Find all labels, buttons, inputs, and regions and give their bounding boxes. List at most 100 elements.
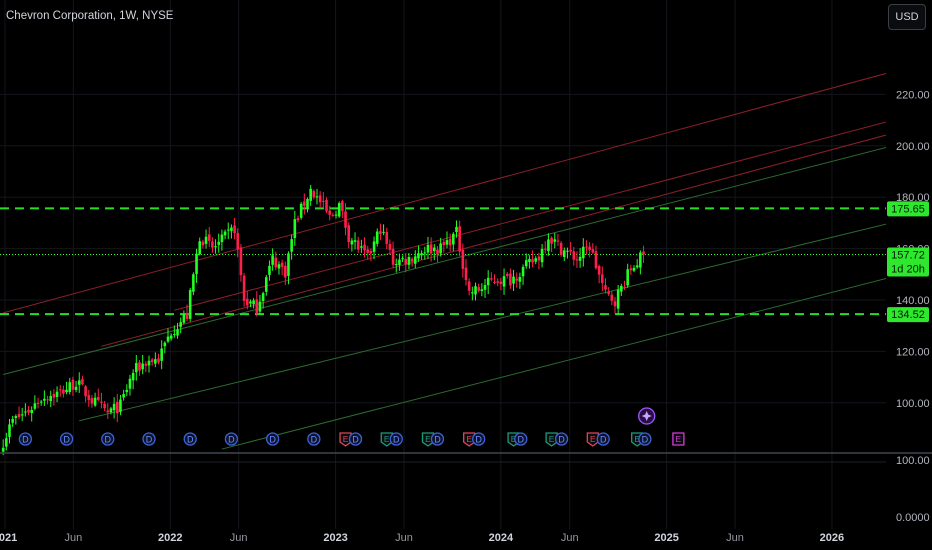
dividend-marker[interactable]: D <box>389 432 403 446</box>
candle-body <box>135 363 138 373</box>
dividend-marker[interactable]: D <box>348 432 363 446</box>
price-tick-label: 180.00 <box>896 192 930 204</box>
candle-body <box>62 389 65 394</box>
candle-body <box>613 301 617 307</box>
candle-body <box>467 281 471 291</box>
svg-text:E: E <box>466 434 472 444</box>
earnings-marker[interactable]: E <box>339 432 352 447</box>
dividend-marker[interactable]: D <box>224 432 239 446</box>
dividend-marker[interactable]: D <box>101 432 115 446</box>
candle-body <box>138 362 141 371</box>
svg-text:E: E <box>590 434 596 444</box>
dividend-marker[interactable]: D <box>59 432 74 446</box>
candle-body <box>315 196 319 198</box>
candle-body <box>211 241 214 248</box>
channel-line-5 <box>79 223 886 422</box>
candle-body <box>401 258 404 260</box>
candle-body <box>198 241 202 255</box>
candle-body <box>185 313 189 319</box>
dividend-marker[interactable]: D <box>18 432 33 446</box>
svg-text:D: D <box>393 435 400 445</box>
candle-body <box>160 348 163 361</box>
candle-body <box>477 287 480 291</box>
candle-body <box>1 447 5 452</box>
dividend-marker[interactable]: D <box>472 432 486 446</box>
candle-body <box>106 410 110 413</box>
candle-body <box>173 334 176 336</box>
candle-body <box>629 268 633 271</box>
candle-body <box>594 251 598 269</box>
currency-button[interactable]: USD <box>888 4 926 30</box>
candle-body <box>372 241 376 252</box>
dividend-marker[interactable]: D <box>265 432 280 446</box>
candle-body <box>550 237 553 244</box>
earnings-marker[interactable]: E <box>421 432 435 447</box>
dividend-marker[interactable]: D <box>307 432 321 446</box>
candle-body <box>420 253 423 256</box>
svg-text:D: D <box>228 435 235 445</box>
price-tick-label: 100.00 <box>896 398 930 410</box>
sparkle-icon[interactable] <box>638 407 656 425</box>
candle-body <box>296 218 300 221</box>
chart-title: Chevron Corporation, 1W, NYSE <box>6 10 174 22</box>
candle-body <box>192 274 195 292</box>
candle-body <box>572 251 576 260</box>
dividend-marker[interactable]: D <box>638 432 652 446</box>
candle-body <box>17 413 21 418</box>
candle-body <box>490 278 493 280</box>
candle-body <box>24 411 27 413</box>
candle-body <box>642 251 645 255</box>
svg-text:D: D <box>352 435 359 445</box>
candle-body <box>264 277 268 292</box>
time-tick-label: Jun <box>230 532 248 544</box>
candle-body <box>5 438 8 447</box>
candle-body <box>341 201 344 211</box>
candle-body <box>236 232 240 250</box>
candle-body <box>52 393 56 398</box>
candle-body <box>524 260 528 267</box>
price-tick-label: 120.00 <box>896 346 930 358</box>
time-tick-label: 2026 <box>820 532 844 544</box>
candle-body <box>610 294 614 301</box>
earnings-marker[interactable]: E <box>463 432 476 447</box>
candle-body <box>65 389 68 393</box>
candle-body <box>423 252 427 254</box>
earnings-marker[interactable]: E <box>545 432 558 447</box>
time-tick-label: 2025 <box>654 532 678 544</box>
candle-body <box>635 265 639 268</box>
candle-body <box>125 389 129 393</box>
dividend-marker[interactable]: D <box>596 432 610 446</box>
channel-line-3 <box>101 134 886 347</box>
earnings-marker[interactable]: E <box>380 432 393 447</box>
candle-body <box>43 398 46 401</box>
svg-text:D: D <box>146 435 153 445</box>
earnings-marker[interactable]: E <box>586 432 599 447</box>
candle-body <box>233 225 236 234</box>
candle-body <box>486 277 490 286</box>
candle-body <box>537 256 541 261</box>
candle-body <box>436 249 439 255</box>
candle-body <box>334 214 338 216</box>
earnings-marker[interactable]: E <box>672 432 685 446</box>
candle-body <box>322 200 325 202</box>
candle-body <box>27 409 30 413</box>
dividend-marker[interactable]: D <box>430 432 445 446</box>
candle-body <box>14 416 18 419</box>
candle-body <box>597 265 601 275</box>
svg-text:E: E <box>634 434 640 444</box>
candle-body <box>81 379 84 385</box>
dividend-marker[interactable]: D <box>183 432 197 446</box>
svg-text:D: D <box>187 435 194 445</box>
dividend-marker[interactable]: D <box>514 432 528 446</box>
candle-body <box>601 274 604 283</box>
candle-body <box>382 231 385 233</box>
candle-body <box>347 225 351 243</box>
svg-text:D: D <box>518 435 525 445</box>
dividend-marker[interactable]: D <box>142 432 156 446</box>
candle-body <box>284 265 287 278</box>
time-axis[interactable]: 2021 Jun 2022 Jun 2023 Jun 2024 Jun 2025 Jun 2026 <box>0 532 844 544</box>
candlestick-series <box>1 184 645 456</box>
dividend-marker[interactable]: D <box>554 432 569 446</box>
candle-body <box>163 342 167 347</box>
